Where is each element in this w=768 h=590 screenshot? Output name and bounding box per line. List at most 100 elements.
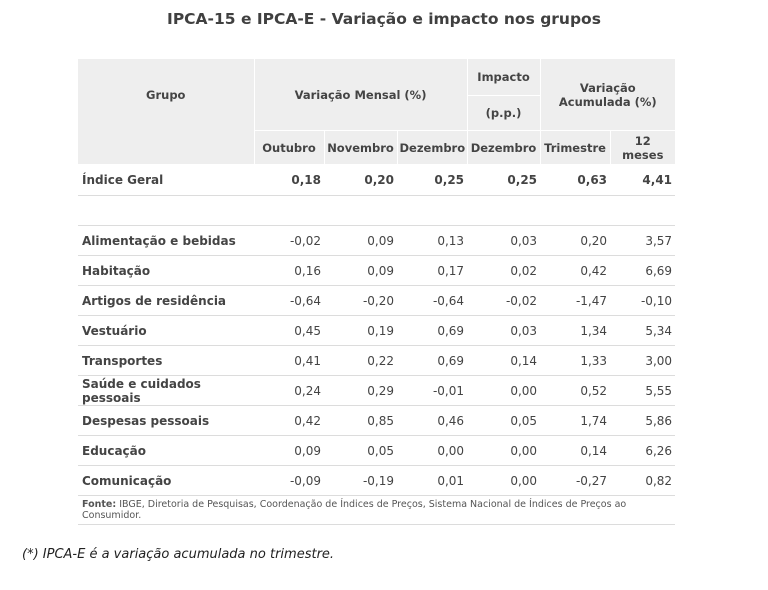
source-text: IBGE, Diretoria de Pesquisas, Coordenaçã… [82, 499, 627, 521]
cell-novembro: -0,20 [324, 285, 397, 316]
cell-outubro: -0,64 [254, 285, 324, 316]
table-row: Despesas pessoais 0,42 0,85 0,46 0,05 1,… [78, 405, 676, 436]
header-grupo: Grupo [78, 59, 254, 131]
cell-12-meses: 4,41 [610, 164, 676, 196]
cell-novembro: 0,22 [324, 345, 397, 376]
table-row: Comunicação -0,09 -0,19 0,01 0,00 -0,27 … [78, 465, 676, 496]
header-novembro: Novembro [323, 130, 397, 164]
cell-dezembro: 0,01 [397, 465, 468, 496]
table-row: Transportes 0,41 0,22 0,69 0,14 1,33 3,0… [78, 345, 676, 376]
cell-12-meses: 5,55 [610, 375, 676, 406]
row-label: Educação [78, 435, 254, 466]
cell-dezembro: 0,13 [397, 225, 468, 256]
header-outubro: Outubro [253, 130, 324, 164]
spacer-cell [78, 195, 676, 226]
row-label: Comunicação [78, 465, 254, 496]
cell-trimestre: 0,14 [540, 435, 611, 466]
cell-novembro: 0,19 [324, 315, 397, 346]
cell-trimestre: 1,34 [540, 315, 611, 346]
table-row: Educação 0,09 0,05 0,00 0,00 0,14 6,26 [78, 435, 676, 466]
cell-impacto: 0,14 [467, 345, 541, 376]
cell-dezembro: 0,69 [397, 315, 468, 346]
header-variacao-acumulada: Variação Acumulada (%) [539, 59, 676, 131]
cell-dezembro: 0,25 [397, 164, 468, 196]
header-variacao-acumulada-line2: Acumulada (%) [558, 94, 657, 109]
cell-12-meses: 3,00 [610, 345, 676, 376]
cell-outubro: 0,16 [254, 255, 324, 286]
row-label: Alimentação e bebidas [78, 225, 254, 256]
table-row: Vestuário 0,45 0,19 0,69 0,03 1,34 5,34 [78, 315, 676, 346]
cell-impacto: 0,05 [467, 405, 541, 436]
cell-trimestre: 1,74 [540, 405, 611, 436]
cell-trimestre: -1,47 [540, 285, 611, 316]
cell-novembro: -0,19 [324, 465, 397, 496]
header-variacao-acumulada-line1: Variação [579, 80, 636, 95]
cell-impacto: -0,02 [467, 285, 541, 316]
row-label: Habitação [78, 255, 254, 286]
cell-trimestre: 1,33 [540, 345, 611, 376]
cell-dezembro: -0,01 [397, 375, 468, 406]
header-trimestre: Trimestre [539, 130, 611, 164]
cell-12-meses: 5,34 [610, 315, 676, 346]
cell-outubro: -0,09 [254, 465, 324, 496]
cell-trimestre: 0,42 [540, 255, 611, 286]
cell-outubro: 0,42 [254, 405, 324, 436]
row-label: Despesas pessoais [78, 405, 254, 436]
header-impacto-unit: (p.p.) [466, 95, 541, 131]
cell-outubro: 0,45 [254, 315, 324, 346]
cell-12-meses: 6,26 [610, 435, 676, 466]
cell-novembro: 0,85 [324, 405, 397, 436]
header-dezembro: Dezembro [396, 130, 468, 164]
header-dezembro-impacto: Dezembro [466, 130, 541, 164]
cell-dezembro: 0,00 [397, 435, 468, 466]
source-row: Fonte: IBGE, Diretoria de Pesquisas, Coo… [78, 495, 676, 525]
table-row: Alimentação e bebidas -0,02 0,09 0,13 0,… [78, 225, 676, 256]
cell-dezembro: 0,69 [397, 345, 468, 376]
cell-impacto: 0,02 [467, 255, 541, 286]
cell-outubro: -0,02 [254, 225, 324, 256]
source-label: Fonte: [82, 499, 117, 510]
cell-trimestre: -0,27 [540, 465, 611, 496]
header-12-meses: 12 meses [609, 130, 676, 164]
cell-novembro: 0,09 [324, 225, 397, 256]
cell-impacto: 0,03 [467, 225, 541, 256]
table-row: Saúde e cuidados pessoais 0,24 0,29 -0,0… [78, 375, 676, 406]
cell-dezembro: 0,46 [397, 405, 468, 436]
page-title: IPCA-15 e IPCA-E - Variação e impacto no… [167, 10, 601, 28]
cell-12-meses: 0,82 [610, 465, 676, 496]
cell-impacto: 0,00 [467, 435, 541, 466]
row-label: Saúde e cuidados pessoais [78, 375, 254, 406]
cell-impacto: 0,00 [467, 375, 541, 406]
cell-outubro: 0,41 [254, 345, 324, 376]
cell-dezembro: 0,17 [397, 255, 468, 286]
cell-12-meses: -0,10 [610, 285, 676, 316]
footnote: (*) IPCA-E é a variação acumulada no tri… [22, 547, 335, 562]
cell-12-meses: 3,57 [610, 225, 676, 256]
cell-impacto: 0,25 [467, 164, 541, 196]
header-impacto: Impacto [466, 59, 541, 96]
row-label: Índice Geral [78, 164, 254, 196]
source-note: Fonte: IBGE, Diretoria de Pesquisas, Coo… [78, 495, 676, 525]
header-variacao-mensal: Variação Mensal (%) [253, 59, 468, 131]
cell-dezembro: -0,64 [397, 285, 468, 316]
table-row-total: Índice Geral 0,18 0,20 0,25 0,25 0,63 4,… [78, 164, 676, 196]
cell-novembro: 0,05 [324, 435, 397, 466]
cell-outubro: 0,09 [254, 435, 324, 466]
cell-impacto: 0,00 [467, 465, 541, 496]
row-label: Transportes [78, 345, 254, 376]
ipca-table: Grupo Variação Mensal (%) Impacto Variaç… [78, 59, 676, 525]
table-row: Habitação 0,16 0,09 0,17 0,02 0,42 6,69 [78, 255, 676, 286]
row-label: Vestuário [78, 315, 254, 346]
cell-outubro: 0,18 [254, 164, 324, 196]
cell-novembro: 0,20 [324, 164, 397, 196]
cell-trimestre: 0,63 [540, 164, 611, 196]
cell-novembro: 0,09 [324, 255, 397, 286]
cell-novembro: 0,29 [324, 375, 397, 406]
cell-impacto: 0,03 [467, 315, 541, 346]
cell-12-meses: 5,86 [610, 405, 676, 436]
cell-outubro: 0,24 [254, 375, 324, 406]
header-grupo-spacer [78, 130, 254, 164]
cell-trimestre: 0,52 [540, 375, 611, 406]
table-row: Artigos de residência -0,64 -0,20 -0,64 … [78, 285, 676, 316]
cell-12-meses: 6,69 [610, 255, 676, 286]
